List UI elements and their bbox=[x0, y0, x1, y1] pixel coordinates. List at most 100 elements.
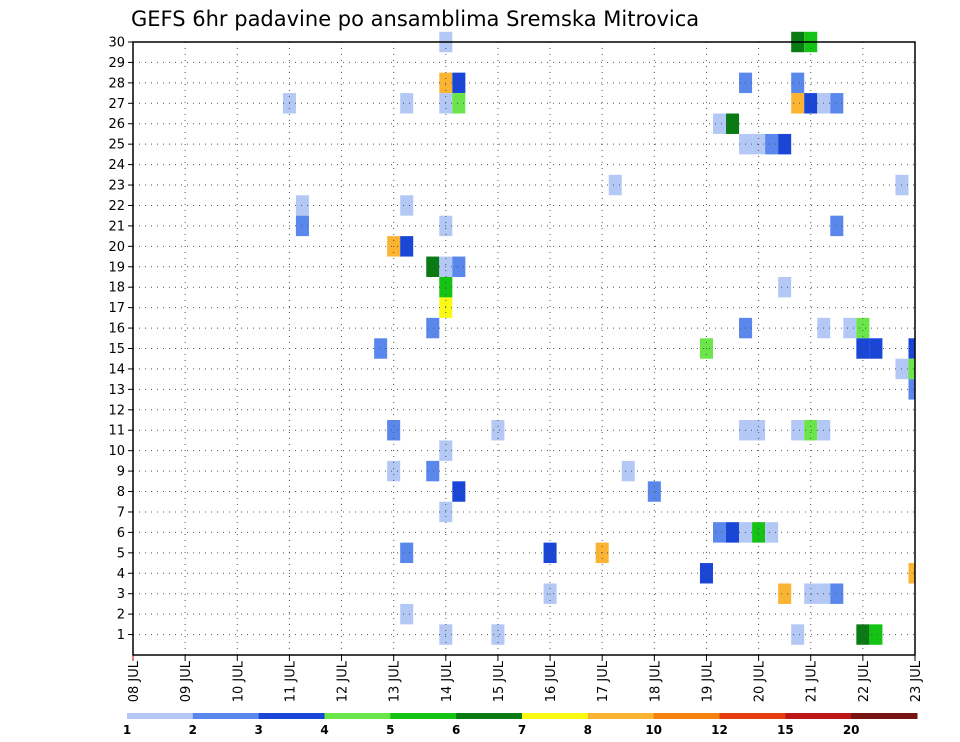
colorbar-swatch bbox=[192, 713, 260, 719]
colorbar-swatch bbox=[851, 713, 918, 719]
precip-cell bbox=[869, 338, 883, 359]
precip-cell bbox=[452, 256, 466, 277]
x-tick-label: 23 JUL bbox=[909, 660, 924, 702]
precip-cell bbox=[843, 317, 857, 339]
precip-cell bbox=[699, 563, 713, 584]
precip-cell bbox=[778, 133, 792, 155]
x-tick-label: 10 JUL bbox=[231, 660, 246, 702]
colorbar-label: 6 bbox=[452, 723, 460, 737]
precip-cell bbox=[804, 420, 818, 441]
precip-cell bbox=[608, 174, 622, 196]
precip-cell bbox=[752, 522, 766, 543]
precip-cell bbox=[426, 256, 440, 277]
precip-cell bbox=[765, 522, 779, 543]
precip-cell bbox=[791, 420, 805, 441]
colorbar-label: 3 bbox=[254, 723, 262, 737]
precip-cell bbox=[452, 72, 466, 94]
precip-cell bbox=[400, 542, 414, 564]
colorbar-label: 1 bbox=[123, 723, 131, 737]
precip-cell bbox=[908, 358, 915, 380]
colorbar-swatch bbox=[258, 713, 325, 719]
y-tick-label: 1 bbox=[117, 628, 125, 643]
precip-cell bbox=[830, 583, 844, 604]
x-tick-label: 17 JUL bbox=[596, 660, 611, 702]
precip-cell bbox=[400, 603, 414, 625]
axis-layer: 1234567891011121314151617181920212223242… bbox=[108, 36, 924, 703]
y-tick-label: 27 bbox=[108, 97, 125, 112]
precip-cell bbox=[830, 215, 844, 237]
y-tick-label: 13 bbox=[108, 383, 125, 398]
colorbar-label: 5 bbox=[386, 723, 394, 737]
y-tick-label: 30 bbox=[108, 36, 125, 51]
y-tick-label: 11 bbox=[108, 424, 125, 439]
precip-cell bbox=[400, 236, 414, 257]
colorbar-swatch bbox=[522, 713, 589, 719]
precip-cell bbox=[452, 93, 466, 114]
colorbar-swatch bbox=[456, 713, 523, 719]
y-tick-label: 29 bbox=[108, 56, 125, 71]
precip-cell bbox=[908, 563, 915, 584]
y-tick-label: 8 bbox=[117, 485, 125, 500]
plot-frame bbox=[132, 41, 916, 656]
y-tick-label: 2 bbox=[117, 608, 125, 623]
y-tick-label: 22 bbox=[108, 199, 125, 214]
y-tick-label: 15 bbox=[108, 342, 125, 357]
precip-cell bbox=[295, 215, 309, 237]
x-tick-label: 18 JUL bbox=[648, 660, 663, 702]
y-tick-label: 7 bbox=[117, 505, 125, 520]
precip-cell bbox=[856, 317, 870, 339]
y-tick-label: 14 bbox=[108, 362, 125, 377]
precip-cell bbox=[621, 460, 635, 482]
precip-cell bbox=[726, 113, 740, 134]
y-tick-label: 17 bbox=[108, 301, 125, 316]
y-tick-label: 16 bbox=[108, 322, 125, 337]
colorbar-swatch bbox=[390, 713, 457, 719]
colorbar: 1 2 3 4 5 6 7 8 10 12 15 20 bbox=[123, 713, 918, 737]
y-tick-label: 9 bbox=[117, 465, 125, 480]
precip-cell bbox=[765, 133, 779, 155]
x-tick-label: 13 JUL bbox=[388, 660, 403, 702]
colorbar-swatch bbox=[719, 713, 786, 719]
precip-cell bbox=[543, 583, 557, 604]
precip-cell bbox=[374, 338, 388, 359]
y-tick-label: 4 bbox=[117, 567, 125, 582]
chart-title: GEFS 6hr padavine po ansamblima Sremska … bbox=[131, 7, 699, 31]
y-tick-label: 20 bbox=[108, 240, 125, 255]
precip-cell bbox=[295, 195, 309, 216]
precip-cell bbox=[791, 624, 805, 645]
colorbar-label: 12 bbox=[711, 723, 728, 737]
x-tick-label: 11 JUL bbox=[283, 660, 298, 702]
colorbar-swatch bbox=[127, 713, 194, 719]
precip-cell bbox=[400, 93, 414, 114]
precip-cell bbox=[726, 522, 740, 543]
precip-cell bbox=[426, 317, 440, 339]
colorbar-label: 10 bbox=[645, 723, 662, 737]
y-tick-label: 26 bbox=[108, 117, 125, 132]
x-tick-label: 16 JUL bbox=[544, 660, 559, 702]
precip-cell bbox=[791, 72, 805, 94]
precip-cell bbox=[778, 583, 792, 604]
y-tick-label: 24 bbox=[108, 158, 125, 173]
precip-cell bbox=[491, 624, 505, 645]
precip-cell bbox=[452, 481, 466, 502]
colorbar-label: 4 bbox=[320, 723, 328, 737]
precip-cell bbox=[869, 624, 883, 645]
x-tick-label: 21 JUL bbox=[805, 660, 820, 702]
y-tick-label: 10 bbox=[108, 444, 125, 459]
y-tick-label: 23 bbox=[108, 179, 125, 194]
colorbar-label: 2 bbox=[189, 723, 197, 737]
x-tick-label: 19 JUL bbox=[700, 660, 715, 702]
colorbar-swatch bbox=[324, 713, 391, 719]
colorbar-swatch bbox=[587, 713, 655, 719]
cells-layer bbox=[282, 31, 915, 645]
colorbar-swatch bbox=[653, 713, 720, 719]
precip-cell bbox=[856, 624, 870, 645]
precip-cell bbox=[791, 93, 805, 114]
precip-cell bbox=[712, 522, 727, 543]
precip-cell bbox=[387, 460, 401, 482]
precip-cell bbox=[400, 195, 414, 216]
colorbar-label: 8 bbox=[584, 723, 592, 737]
y-tick-label: 19 bbox=[108, 260, 125, 275]
precip-cell bbox=[908, 338, 915, 359]
